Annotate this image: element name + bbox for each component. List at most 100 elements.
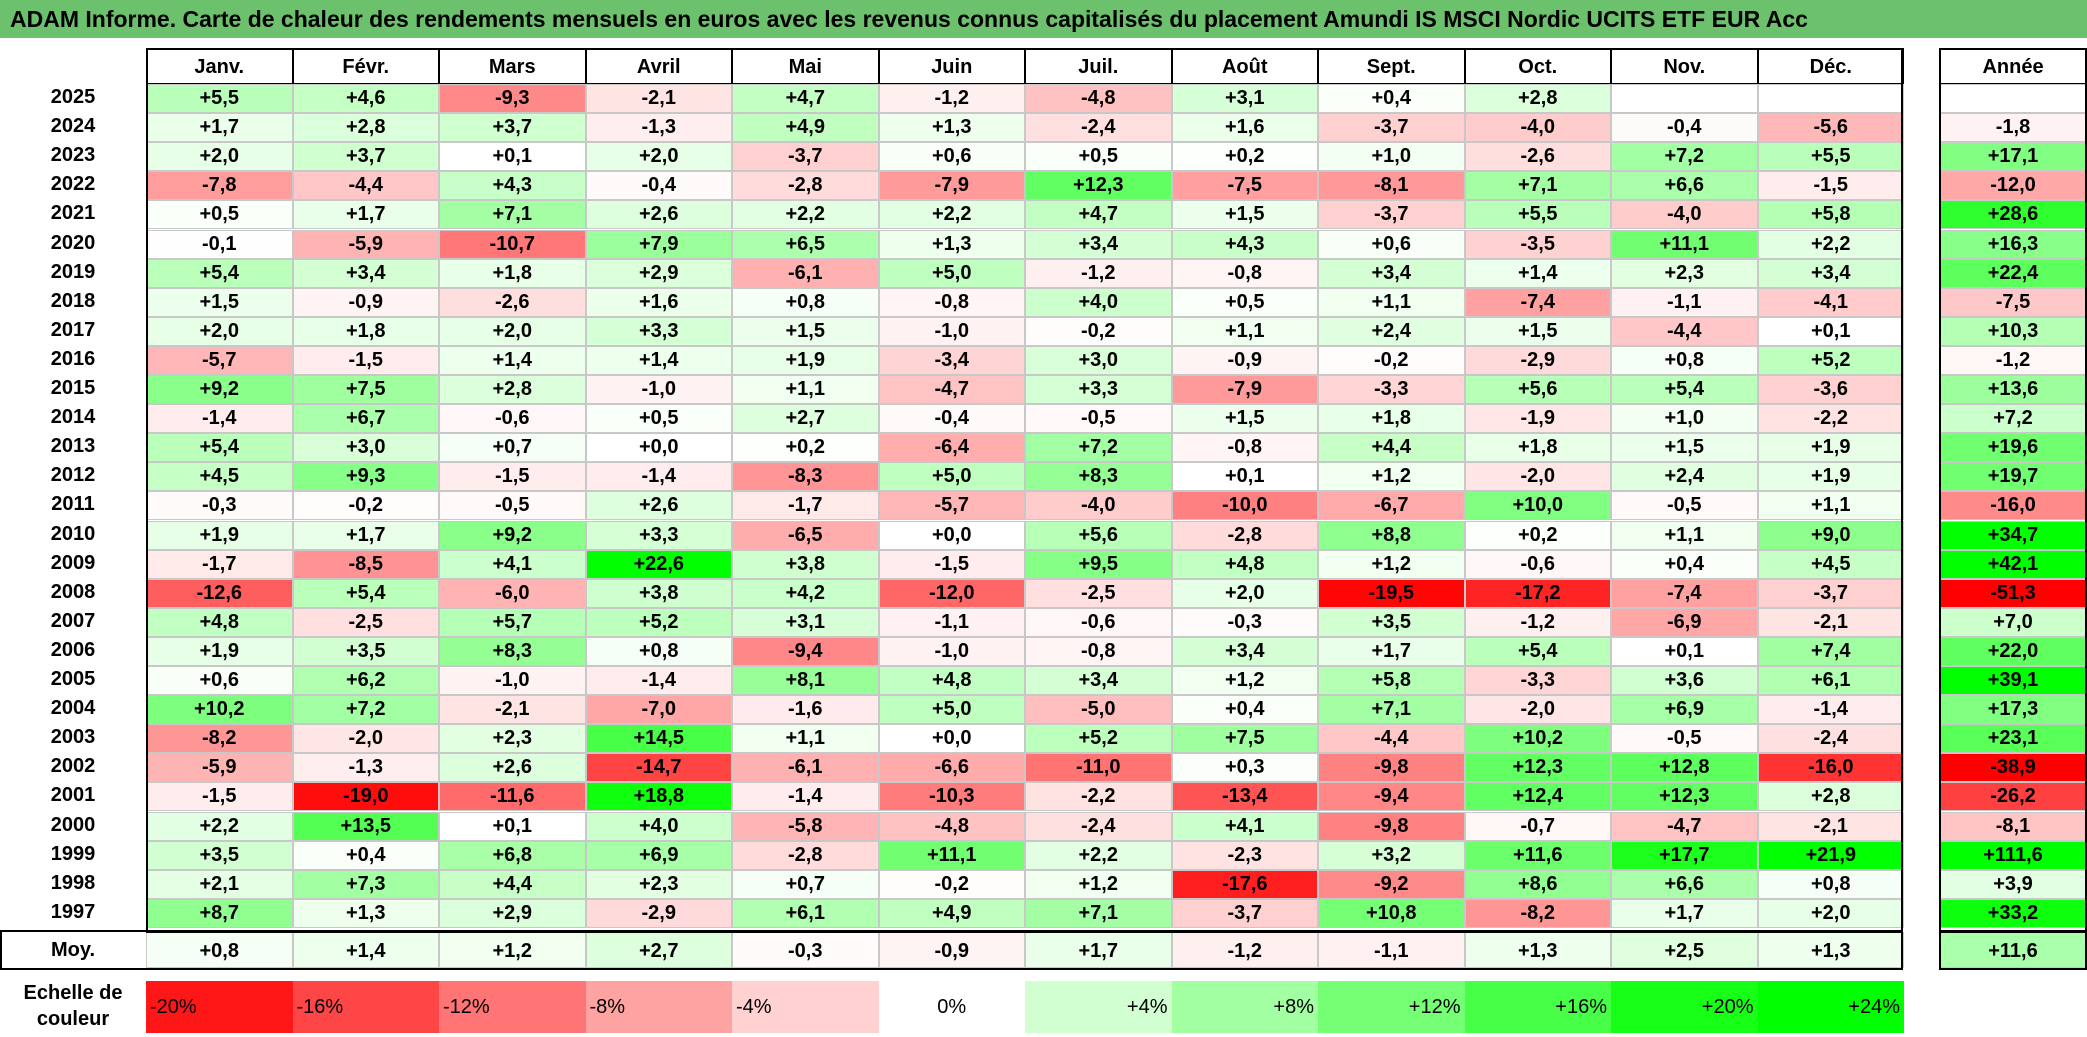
heatmap-cell: -2,1 — [1757, 607, 1904, 637]
column-header: Août — [1171, 48, 1318, 84]
heatmap-cell: +1,9 — [146, 520, 293, 550]
row-year-label: 1998 — [0, 869, 146, 899]
heatmap-cell: +1,9 — [1757, 462, 1904, 492]
heatmap-cell: -11,6 — [439, 782, 586, 812]
heatmap-cell: +1,5 — [1171, 404, 1318, 434]
heatmap-cell: -2,1 — [1757, 811, 1904, 841]
annual-cell: +33,2 — [1939, 898, 2087, 928]
heatmap-cell: -2,5 — [292, 607, 439, 637]
heatmap-cell: +2,2 — [1025, 840, 1172, 870]
heatmap-cell: -7,9 — [878, 171, 1025, 201]
row-year-label: 2000 — [0, 811, 146, 841]
heatmap-cell: +1,3 — [292, 898, 439, 928]
heatmap-cell: +5,0 — [878, 462, 1025, 492]
heatmap-cell: +0,3 — [1171, 753, 1318, 783]
heatmap-cell: +0,4 — [1611, 549, 1758, 579]
heatmap-cell: -7,4 — [1464, 287, 1611, 317]
heatmap-cell: -1,0 — [878, 636, 1025, 666]
heatmap-cell: -10,0 — [1171, 491, 1318, 521]
heatmap-cell: -2,4 — [1757, 724, 1904, 754]
heatmap-cell: -4,8 — [1025, 84, 1172, 114]
heatmap-cell: -6,7 — [1318, 491, 1465, 521]
heatmap-cell: +3,7 — [439, 113, 586, 143]
heatmap-cell: +6,6 — [1611, 171, 1758, 201]
heatmap-cell: +10,2 — [1464, 724, 1611, 754]
annual-cell: +39,1 — [1939, 666, 2087, 696]
color-scale-stop: +4% — [1025, 981, 1172, 1033]
heatmap-cell: +3,0 — [1025, 345, 1172, 375]
heatmap-cell: -2,6 — [1464, 142, 1611, 172]
annual-cell: +7,2 — [1939, 404, 2087, 434]
heatmap-cell: +12,3 — [1025, 171, 1172, 201]
heatmap-cell: +1,3 — [878, 229, 1025, 259]
color-scale-stop: -8% — [585, 981, 732, 1033]
heatmap-cell: +2,0 — [146, 316, 293, 346]
heatmap-cell: -1,4 — [585, 666, 732, 696]
heatmap-cell: -5,6 — [1757, 113, 1904, 143]
heatmap-cell: -6,5 — [732, 520, 879, 550]
average-cell: +2,5 — [1611, 932, 1758, 968]
heatmap-cell: -4,8 — [878, 811, 1025, 841]
heatmap-cell: +7,1 — [1464, 171, 1611, 201]
heatmap-cell: +2,2 — [878, 200, 1025, 230]
annual-cell: +111,6 — [1939, 840, 2087, 870]
heatmap-cell: +4,3 — [439, 171, 586, 201]
heatmap-cell: +0,7 — [439, 433, 586, 463]
heatmap-cell: +0,1 — [1757, 316, 1904, 346]
average-cell: +1,2 — [439, 932, 586, 968]
heatmap-cell: -2,6 — [439, 287, 586, 317]
heatmap-cell: +0,5 — [1025, 142, 1172, 172]
column-header: Déc. — [1757, 48, 1904, 84]
row-year-label: 1999 — [0, 840, 146, 870]
heatmap-cell: +9,2 — [439, 520, 586, 550]
heatmap-cell: +0,6 — [1318, 229, 1465, 259]
heatmap-cell: +3,7 — [292, 142, 439, 172]
heatmap-cell: -1,3 — [292, 753, 439, 783]
heatmap-cell: +4,6 — [292, 84, 439, 114]
annual-cell: -38,9 — [1939, 753, 2087, 783]
heatmap-cell: -0,5 — [1025, 404, 1172, 434]
heatmap-cell: -4,1 — [1757, 287, 1904, 317]
heatmap-cell: -1,2 — [878, 84, 1025, 114]
heatmap-cell: +0,5 — [1171, 287, 1318, 317]
heatmap-cell: -4,4 — [292, 171, 439, 201]
heatmap-cell: +2,2 — [146, 811, 293, 841]
heatmap-cell: +1,4 — [439, 345, 586, 375]
annual-cell: +13,6 — [1939, 375, 2087, 405]
heatmap-cell: +1,9 — [732, 345, 879, 375]
column-header: Mai — [732, 48, 879, 84]
heatmap-cell: +0,0 — [878, 520, 1025, 550]
heatmap-cell: +4,5 — [146, 462, 293, 492]
heatmap-cell: +2,3 — [585, 869, 732, 899]
heatmap-cell: +2,0 — [146, 142, 293, 172]
row-year-label: 2012 — [0, 462, 146, 492]
heatmap-cell: -0,4 — [1611, 113, 1758, 143]
heatmap-cell: +0,1 — [1171, 462, 1318, 492]
heatmap-cell: -16,0 — [1757, 753, 1904, 783]
heatmap-cell: +7,9 — [585, 229, 732, 259]
row-year-label: 2016 — [0, 345, 146, 375]
heatmap-cell: +6,9 — [1611, 695, 1758, 725]
heatmap-cell: -2,2 — [1025, 782, 1172, 812]
heatmap-cell: -0,4 — [585, 171, 732, 201]
heatmap-cell: -0,8 — [878, 287, 1025, 317]
heatmap-cell: -6,6 — [878, 753, 1025, 783]
row-year-label: 1997 — [0, 898, 146, 928]
heatmap-cell: -0,2 — [1318, 345, 1465, 375]
heatmap-cell: +2,0 — [1757, 898, 1904, 928]
heatmap-cell: +1,5 — [1464, 316, 1611, 346]
row-year-label: 2001 — [0, 782, 146, 812]
heatmap-cell: -14,7 — [585, 753, 732, 783]
heatmap-cell: -1,2 — [1464, 607, 1611, 637]
heatmap-cell: +1,5 — [1171, 200, 1318, 230]
heatmap-cell: -7,9 — [1171, 375, 1318, 405]
heatmap-cell: -6,0 — [439, 578, 586, 608]
heatmap-cell: -1,7 — [146, 549, 293, 579]
heatmap-cell: +5,0 — [878, 258, 1025, 288]
heatmap-cell: +1,1 — [732, 724, 879, 754]
heatmap-cell: +3,5 — [1318, 607, 1465, 637]
row-year-label: 2009 — [0, 549, 146, 579]
color-scale-stop: +24% — [1757, 981, 1904, 1033]
annual-cell: +42,1 — [1939, 549, 2087, 579]
annual-cell: +16,3 — [1939, 229, 2087, 259]
